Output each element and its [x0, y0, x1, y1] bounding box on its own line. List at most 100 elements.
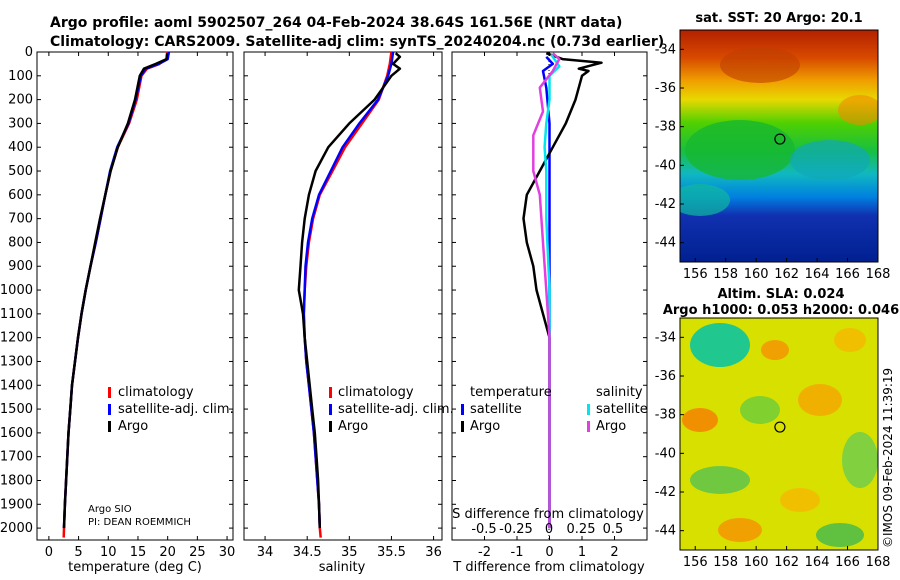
x-tick-label: 5 — [74, 545, 82, 560]
lat-tick-label: -44 — [655, 236, 676, 251]
depth-tick-label: 1700 — [0, 450, 33, 465]
legend-label-argo: Argo — [118, 419, 148, 434]
sst-map-panel: sat. SST: 20 Argo: 20.1 156 158 160 162 164 1… — [655, 11, 891, 282]
x-tick-label: 30 — [219, 545, 236, 560]
legend-label-sal-satellite: satellite — [596, 402, 648, 417]
legend-label-satellite-adj: satellite-adj. clim. — [338, 402, 454, 417]
temperature-axes-frame — [36, 51, 234, 541]
series-line-salinity-argo — [532, 52, 561, 529]
sla-feature — [798, 384, 842, 416]
sst-feature — [680, 184, 730, 216]
sla-heatmap — [680, 318, 878, 550]
depth-tick-label: 800 — [8, 235, 33, 250]
lat-tick-label: -44 — [655, 524, 676, 539]
t-difference-xlabel: T difference from climatology — [452, 560, 645, 575]
sst-map-frame — [679, 29, 879, 263]
x-tick-label: 36 — [425, 545, 442, 560]
sla-feature — [740, 396, 780, 424]
legend-label-climatology: climatology — [118, 385, 194, 400]
legend-swatch-argo — [329, 421, 332, 432]
sst-lon-axis: 156 158 160 162 164 166 168 — [683, 258, 890, 282]
legend-label-sal-argo: Argo — [596, 419, 626, 434]
depth-tick-label: 1100 — [0, 307, 33, 322]
legend-label-satellite-adj: satellite-adj. clim. — [118, 402, 234, 417]
difference-series — [522, 52, 603, 529]
lon-tick-label: 168 — [866, 555, 891, 570]
lon-tick-label: 160 — [744, 555, 769, 570]
temperature-legend: climatology satellite-adj. clim. Argo — [108, 385, 234, 434]
title-line-2: Climatology: CARS2009. Satellite-adj cli… — [50, 34, 664, 50]
lon-tick-label: 166 — [835, 267, 860, 282]
depth-tick-label: 200 — [8, 93, 33, 108]
legend-header-salinity: salinity — [596, 385, 643, 400]
lon-tick-label: 158 — [713, 267, 738, 282]
s-tick-label: -0.5 — [471, 522, 496, 537]
credit-argo-sio: Argo SIO — [88, 504, 132, 515]
sla-map-title: Altim. SLA: 0.024 — [718, 287, 845, 302]
legend-swatch-climatology — [108, 387, 111, 398]
depth-tick-label: 900 — [8, 259, 33, 274]
depth-tick-label: 1000 — [0, 283, 33, 298]
depth-tick-label: 1500 — [0, 402, 33, 417]
lon-tick-label: 162 — [774, 267, 799, 282]
sst-feature — [685, 120, 795, 180]
temperature-xlabel: temperature (deg C) — [68, 560, 202, 575]
x-tick-label: 1 — [578, 545, 586, 560]
salinity-panel: 34 34.5 35 35.5 36 salinity climatology sate… — [243, 51, 454, 575]
legend-label-temp-satellite: satellite — [470, 402, 522, 417]
lon-tick-label: 164 — [805, 267, 830, 282]
sla-feature — [690, 323, 750, 367]
x-tick-label: 35 — [341, 545, 358, 560]
depth-tick-label: 300 — [8, 116, 33, 131]
lat-tick-label: -42 — [655, 485, 676, 500]
sla-feature — [780, 488, 820, 512]
lon-tick-label: 156 — [683, 267, 708, 282]
sla-map-subtitle: Argo h1000: 0.053 h2000: 0.046 — [663, 303, 899, 318]
legend-swatch-climatology — [329, 387, 332, 398]
depth-tick-label: 0 — [25, 45, 33, 60]
salinity-series — [297, 51, 402, 538]
x-tick-label: 15 — [130, 545, 147, 560]
credit-pi-name: PI: DEAN ROEMMICH — [88, 517, 191, 528]
series-line-argo — [297, 52, 402, 529]
imos-timestamp: ©IMOS 09-Feb-2024 11:39:19 — [881, 368, 895, 548]
sst-feature — [838, 95, 878, 125]
title-line-1: Argo profile: aoml 5902507_264 04-Feb-20… — [50, 15, 622, 31]
s-difference-label: S difference from climatology — [452, 507, 644, 522]
x-tick-label: 25 — [189, 545, 206, 560]
sst-map-title: sat. SST: 20 Argo: 20.1 — [695, 11, 862, 26]
lon-tick-label: 164 — [805, 555, 830, 570]
lat-tick-label: -40 — [655, 158, 676, 173]
sla-feature — [718, 518, 762, 542]
sla-map-panel: Altim. SLA: 0.024 Argo h1000: 0.053 h200… — [655, 287, 899, 570]
legend-swatch-temp-satellite — [461, 404, 464, 415]
depth-tick-label: 1300 — [0, 354, 33, 369]
x-tick-label: 35.5 — [377, 545, 406, 560]
salinity-legend: climatology satellite-adj. clim. Argo — [329, 385, 454, 434]
depth-tick-label: 100 — [8, 69, 33, 84]
depth-tick-label: 1200 — [0, 331, 33, 346]
lon-tick-label: 158 — [713, 555, 738, 570]
salinity-x-axis: 34 34.5 35 35.5 36 — [257, 52, 442, 560]
lon-tick-label: 166 — [835, 555, 860, 570]
depth-tick-label: 1900 — [0, 497, 33, 512]
depth-tick-label: 2000 — [0, 521, 33, 536]
sla-feature — [834, 328, 866, 352]
sla-feature — [690, 466, 750, 494]
difference-panel: -2 -1 0 1 2 S difference from climatology -0… — [451, 51, 648, 575]
s-tick-label: 0.25 — [567, 522, 596, 537]
sla-lon-axis: 156 158 160 162 164 166 168 — [683, 546, 891, 570]
temperature-panel: 0100200300400500600700800900100011001200… — [0, 45, 235, 575]
argo-position-marker — [774, 421, 786, 433]
sla-feature — [816, 523, 864, 547]
legend-label-climatology: climatology — [338, 385, 414, 400]
depth-tick-label: 1600 — [0, 426, 33, 441]
legend-swatch-sal-satellite — [587, 404, 590, 415]
depth-tick-label: 500 — [8, 164, 33, 179]
lat-tick-label: -38 — [655, 120, 676, 135]
depth-tick-label: 600 — [8, 188, 33, 203]
s-difference-ticks: -0.5 -0.25 0 0.25 0.5 — [471, 522, 623, 537]
x-tick-label: 20 — [159, 545, 176, 560]
legend-label-temp-argo: Argo — [470, 419, 500, 434]
t-difference-x-axis: -2 -1 0 1 2 — [478, 52, 619, 560]
